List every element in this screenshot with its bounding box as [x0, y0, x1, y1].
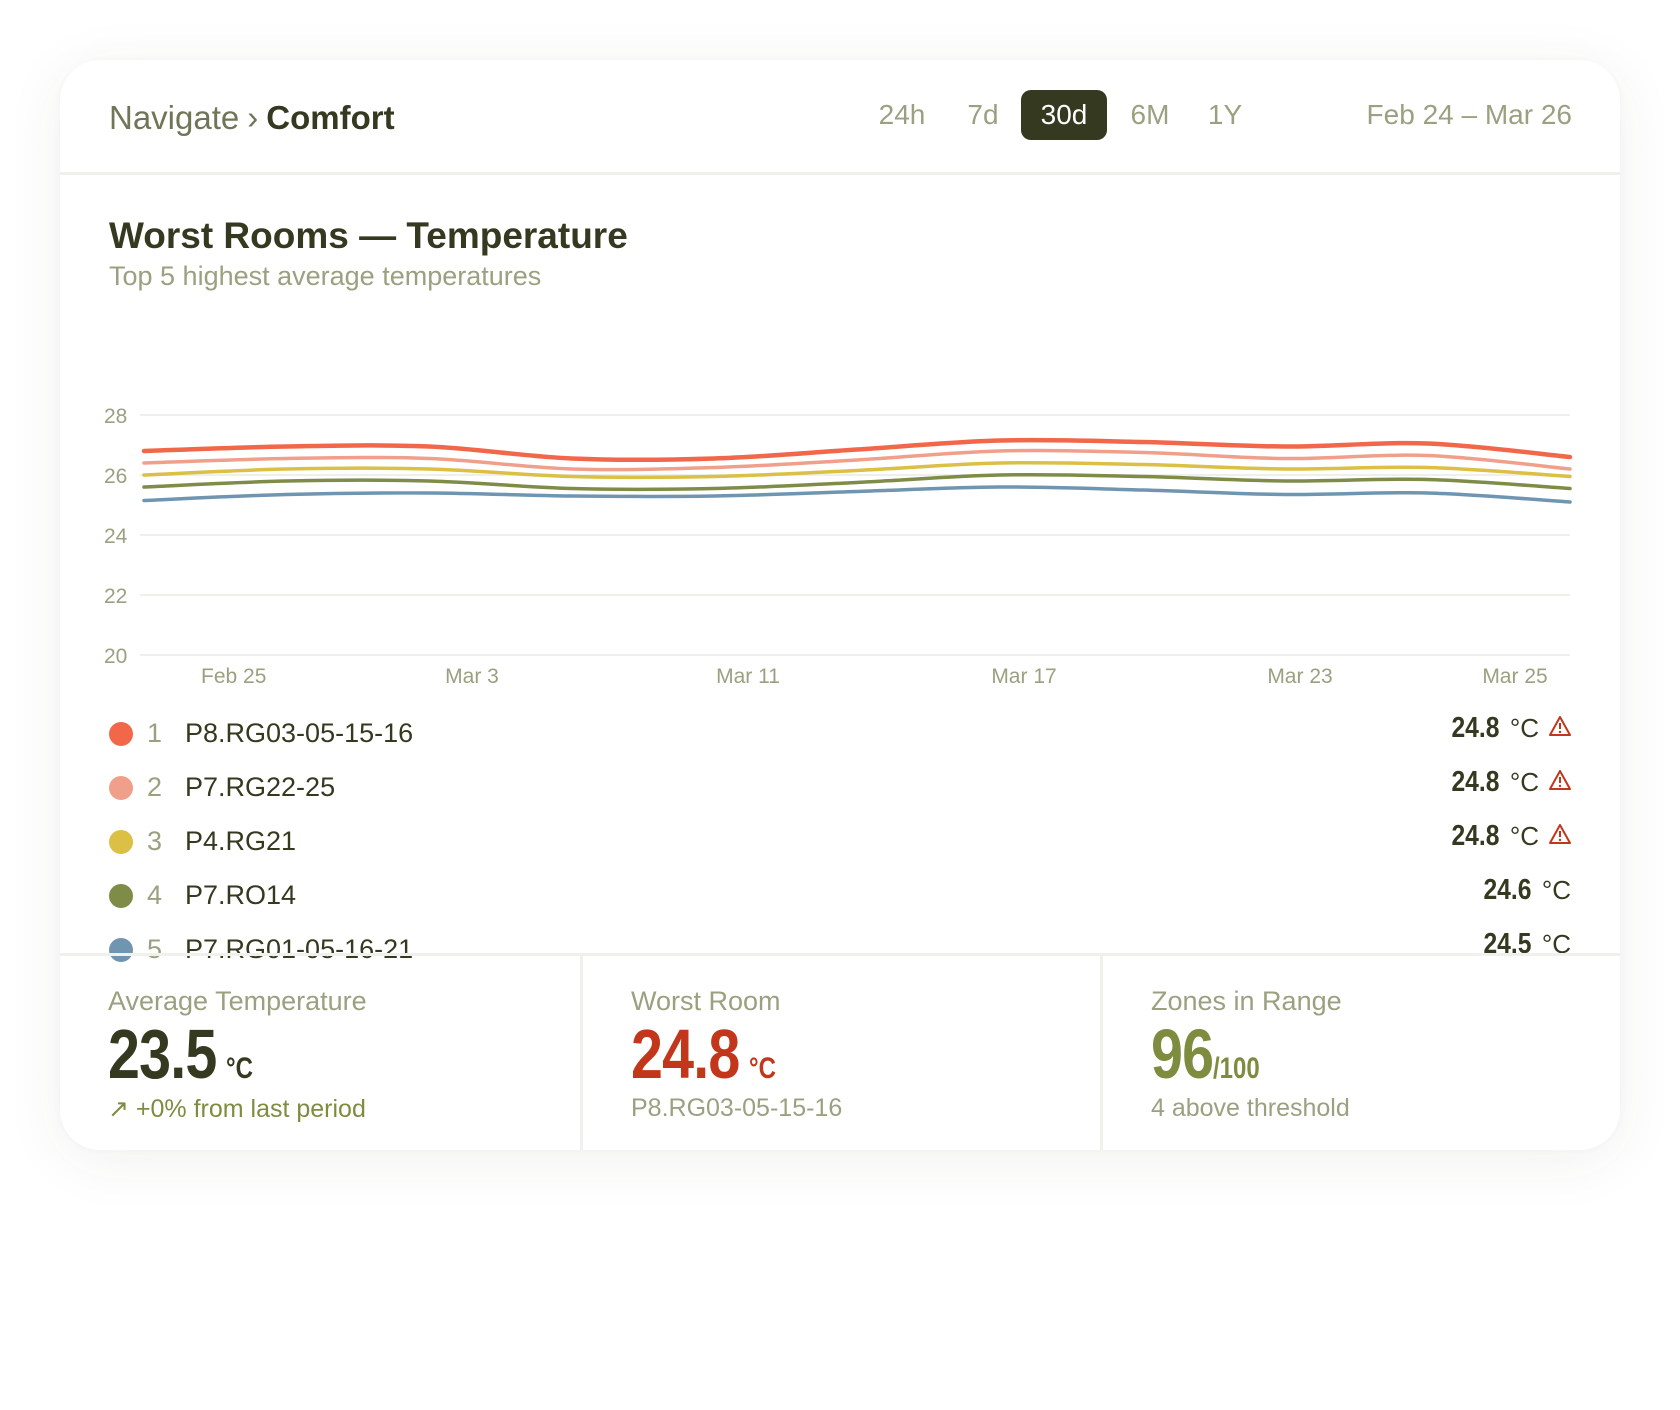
legend-rank: 1 — [147, 718, 163, 748]
legend-room-name: P4.RG21 — [185, 826, 297, 856]
legend-rank: 4 — [147, 880, 163, 910]
y-tick-label: 26 — [104, 465, 127, 488]
x-tick-label: Mar 17 — [991, 665, 1056, 688]
series-line-4[interactable] — [142, 472, 1572, 492]
warning-icon — [1549, 824, 1571, 844]
stat-value-group: 24.8 °C — [631, 1014, 783, 1094]
legend-rank: 3 — [147, 826, 163, 856]
stat-label: Zones in Range — [1151, 986, 1342, 1016]
breadcrumb-root[interactable]: Navigate — [109, 99, 240, 136]
stat-unit: °C — [226, 1052, 254, 1085]
series-color-dot — [109, 938, 133, 962]
range-6m-button[interactable]: 6M — [1130, 99, 1170, 130]
top-bar: Navigate › Comfort 24h 7d 30d 6M 1Y Feb 24… — [60, 60, 1620, 175]
x-tick-label: Feb 25 — [201, 665, 266, 688]
temperature-line-chart: 20 22 24 26 28 Feb 25 Mar 3 Mar 11 Mar 17 Mar 23 M… — [104, 405, 1573, 688]
series-color-dot — [109, 776, 133, 800]
legend-unit: °C — [1509, 713, 1539, 743]
legend-unit: °C — [1509, 821, 1539, 851]
range-7d-button[interactable]: 7d — [967, 99, 999, 130]
breadcrumb: Navigate › Comfort — [109, 97, 395, 139]
stat-value: 23.5 — [108, 1015, 217, 1093]
stat-room-note[interactable]: P8.RG03-05-15-16 — [631, 1094, 843, 1122]
legend-value: 24.6 — [1483, 874, 1532, 906]
series-color-dot — [109, 884, 133, 908]
x-tick-label: Mar 3 — [445, 665, 499, 688]
range-24h-button[interactable]: 24h — [878, 99, 926, 130]
legend-unit: °C — [1509, 767, 1539, 797]
legend-value-group: 24.6 °C — [1475, 874, 1571, 907]
legend-row[interactable]: 2 P7.RG22-25 24.8 °C — [109, 764, 1571, 814]
y-tick-label: 28 — [104, 405, 127, 428]
breadcrumb-current: Comfort — [266, 99, 395, 136]
stat-value-group: 96 /100 — [1151, 1014, 1271, 1094]
legend-value-group: 24.8 °C — [1443, 766, 1571, 799]
legend-room-name: P7.RO14 — [185, 880, 297, 910]
warning-icon — [1549, 716, 1571, 736]
series-color-dot — [109, 830, 133, 854]
chart-subtitle: Top 5 highest average temperatures — [109, 261, 542, 291]
stat-worst-room: Worst Room 24.8 °C P8.RG03-05-15-16 — [580, 956, 1103, 1150]
legend-value-group: 24.8 °C — [1443, 712, 1571, 745]
legend-row[interactable]: 4 P7.RO14 24.6 °C — [109, 872, 1571, 922]
stat-value: 96 — [1151, 1015, 1214, 1093]
stats-row: Average Temperature 23.5 °C ↗ +0% from l… — [60, 953, 1620, 1150]
series-line-2[interactable] — [142, 448, 1572, 472]
stat-value-group: 23.5 °C — [108, 1014, 260, 1094]
legend-row[interactable]: 3 P4.RG21 24.8 °C — [109, 818, 1571, 868]
y-tick-label: 24 — [104, 525, 128, 548]
stat-unit: °C — [749, 1052, 777, 1085]
range-1y-button[interactable]: 1Y — [1207, 99, 1243, 130]
warning-icon — [1549, 770, 1571, 790]
range-30d-button[interactable]: 30d — [1021, 90, 1107, 140]
legend-row[interactable]: 1 P8.RG03-05-15-16 24.8 °C — [109, 710, 1571, 760]
legend-value: 24.8 — [1451, 766, 1500, 798]
stat-zones-in-range: Zones in Range 96 /100 4 above threshold — [1100, 956, 1620, 1150]
stat-threshold-note: 4 above threshold — [1151, 1094, 1350, 1122]
series-line-1[interactable] — [141, 437, 1573, 463]
stat-label: Worst Room — [631, 986, 781, 1016]
stat-value: 24.8 — [631, 1015, 740, 1093]
comfort-card: Navigate › Comfort 24h 7d 30d 6M 1Y Feb 24… — [60, 60, 1620, 1150]
stat-trend-note: ↗ +0% from last period — [108, 1095, 366, 1123]
legend-value: 24.8 — [1451, 712, 1500, 744]
legend-room-name: P8.RG03-05-15-16 — [185, 718, 414, 748]
stat-label: Average Temperature — [108, 986, 367, 1016]
y-tick-label: 20 — [104, 645, 127, 668]
legend-value-group: 24.8 °C — [1443, 820, 1571, 853]
legend-unit: °C — [1541, 875, 1571, 905]
x-tick-label: Mar 23 — [1267, 665, 1332, 688]
series-line-3[interactable] — [142, 460, 1572, 480]
legend-rank: 5 — [147, 934, 163, 964]
breadcrumb-separator: › — [247, 99, 259, 136]
x-tick-label: Mar 11 — [716, 665, 780, 688]
stat-average-temperature: Average Temperature 23.5 °C ↗ +0% from l… — [60, 956, 580, 1150]
date-range-picker[interactable]: Feb 24 – Mar 26 — [1366, 99, 1572, 130]
legend-room-name: P7.RG22-25 — [185, 772, 336, 802]
chart-title: Worst Rooms — Temperature — [109, 215, 628, 256]
stat-unit: /100 — [1212, 1052, 1260, 1085]
series-color-dot — [109, 722, 133, 746]
series-line-5[interactable] — [142, 485, 1572, 504]
legend-value: 24.8 — [1451, 820, 1500, 852]
legend-rank: 2 — [147, 772, 163, 802]
y-tick-label: 22 — [104, 585, 127, 608]
x-tick-label: Mar 25 — [1482, 665, 1547, 688]
legend-room-name: P7.RG01-05-16-21 — [185, 934, 414, 964]
